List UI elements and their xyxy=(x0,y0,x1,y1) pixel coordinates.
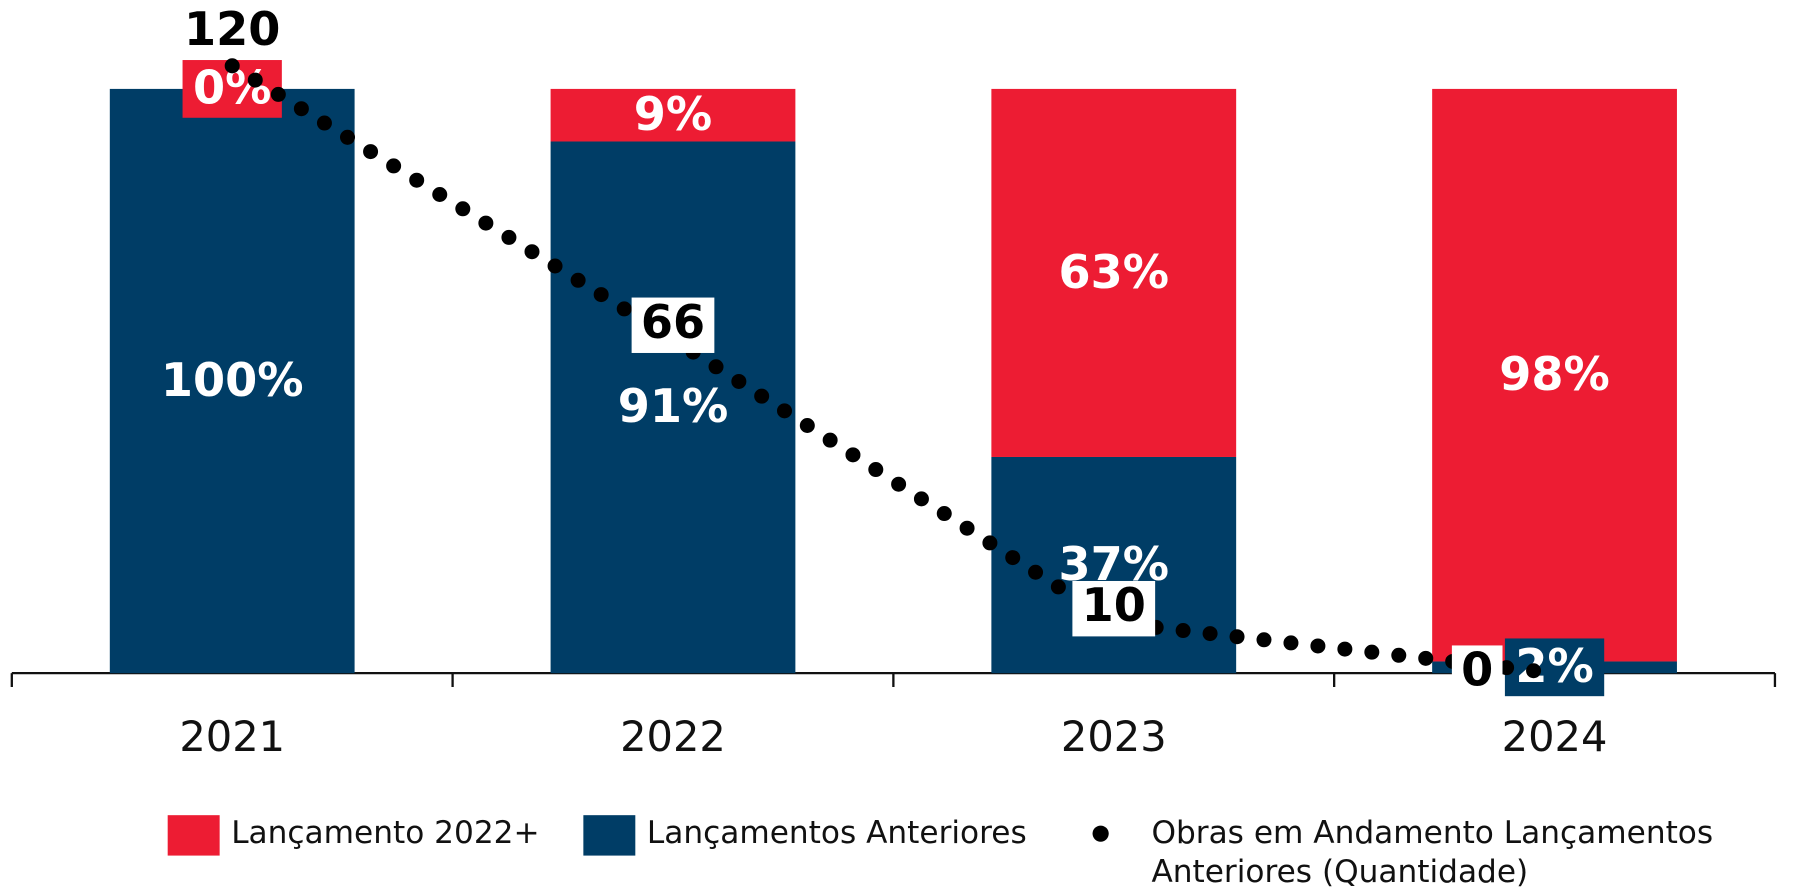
bar-segment xyxy=(550,141,796,674)
legend-label: Obras em Andamento Lançamentos Anteriore… xyxy=(1151,815,1714,891)
value-label: 2% xyxy=(1515,639,1593,693)
bar-segment xyxy=(550,88,796,142)
bar-segment xyxy=(109,88,355,674)
legend-marker xyxy=(1092,825,1109,842)
value-label: 98% xyxy=(1499,347,1610,401)
x-tick-label: 2023 xyxy=(1061,712,1167,761)
legend-marker xyxy=(167,815,220,856)
bar-segment xyxy=(1432,88,1677,662)
legend-item: Lançamentos Anteriores xyxy=(646,815,1027,851)
line-label: 0 xyxy=(1461,643,1493,697)
line xyxy=(224,58,1563,681)
line-label-box xyxy=(1072,580,1156,637)
line-label: 120 xyxy=(184,2,280,56)
value-label: 63% xyxy=(1059,245,1170,299)
x-tick-label: 2021 xyxy=(179,712,285,761)
bar-segment xyxy=(991,456,1237,674)
legend-item: Lançamento 2022+ xyxy=(231,815,540,851)
x-tick-label: 2024 xyxy=(1502,712,1608,761)
label-box xyxy=(1504,638,1605,697)
value-label: 100% xyxy=(161,353,304,407)
value-label: 9% xyxy=(634,87,712,141)
legend-marker xyxy=(583,815,636,856)
bar-segment xyxy=(991,88,1237,457)
x-tick-label: 2022 xyxy=(620,712,726,761)
line-label: 66 xyxy=(641,295,705,349)
legend-label: Lançamentos Anteriores xyxy=(646,815,1027,851)
legend-item: Obras em Andamento Lançamentos Anteriore… xyxy=(1151,815,1714,891)
legend-label: Lançamento 2022+ xyxy=(231,815,540,851)
line-label: 10 xyxy=(1082,578,1146,632)
value-label: 91% xyxy=(618,379,729,433)
line-label-box xyxy=(1451,645,1503,701)
line-label-box xyxy=(631,297,715,353)
